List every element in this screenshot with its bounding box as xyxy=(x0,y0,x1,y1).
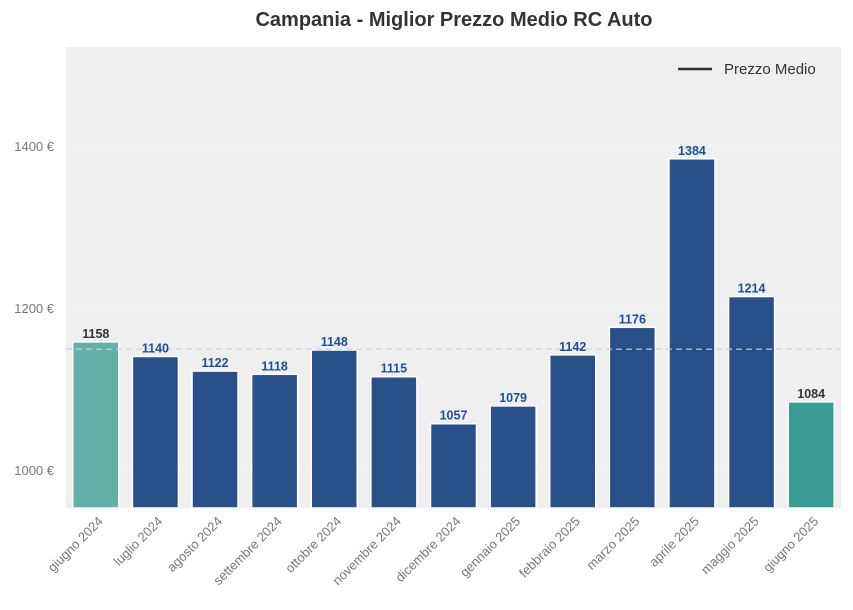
bar xyxy=(72,341,120,509)
x-tick-label: marzo 2025 xyxy=(583,514,642,573)
bar xyxy=(310,349,359,509)
bar xyxy=(250,373,299,509)
y-tick-label: 1200 € xyxy=(14,301,55,316)
bar xyxy=(131,355,180,509)
x-tick-label: luglio 2024 xyxy=(110,514,165,569)
legend: Prezzo Medio xyxy=(678,61,816,78)
value-label: 1115 xyxy=(381,362,407,376)
bar xyxy=(608,326,657,509)
y-tick-label: 1400 € xyxy=(14,139,55,154)
bar xyxy=(668,158,716,509)
x-tick-label: giugno 2024 xyxy=(45,514,106,575)
value-label: 1214 xyxy=(738,282,766,296)
value-label: 1384 xyxy=(678,144,706,158)
legend-label: Prezzo Medio xyxy=(724,61,816,78)
value-label: 1079 xyxy=(499,391,527,405)
value-label: 1118 xyxy=(261,359,287,373)
y-tick-label: 1000 € xyxy=(14,463,55,478)
bar xyxy=(429,422,478,509)
x-tick-label: ottobre 2024 xyxy=(282,514,344,576)
bar xyxy=(191,370,239,509)
bar xyxy=(727,295,776,509)
value-label: 1122 xyxy=(201,356,228,370)
value-label: 1148 xyxy=(321,335,348,349)
bar xyxy=(370,375,418,509)
bar xyxy=(489,405,537,509)
x-tick-label: febbraio 2025 xyxy=(516,514,583,581)
value-label: 1084 xyxy=(797,387,825,401)
x-tick-label: aprile 2025 xyxy=(646,514,702,570)
value-label: 1158 xyxy=(82,327,109,341)
value-label: 1142 xyxy=(559,340,586,354)
value-label: 1057 xyxy=(440,409,468,423)
x-tick-label: agosto 2024 xyxy=(164,514,225,575)
x-tick-label: maggio 2025 xyxy=(698,514,762,578)
x-tick-label: gennaio 2025 xyxy=(457,514,523,580)
value-label: 1176 xyxy=(619,312,646,326)
chart-title: Campania - Miglior Prezzo Medio RC Auto xyxy=(255,9,652,31)
x-tick-label: giugno 2025 xyxy=(760,514,821,575)
bar xyxy=(548,354,597,509)
bar xyxy=(787,401,835,509)
value-label: 1140 xyxy=(142,341,169,355)
